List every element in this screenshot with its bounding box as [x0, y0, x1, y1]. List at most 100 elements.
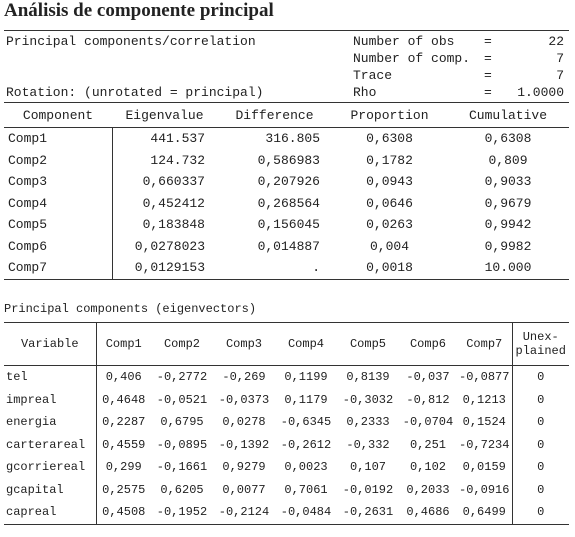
cell: 0,0263: [366, 217, 413, 233]
cell: 0,268564: [257, 195, 320, 211]
cell: -0,037: [406, 370, 450, 385]
header-line: plained: [515, 344, 566, 358]
stat-value: 1.0000: [517, 85, 564, 100]
row-label: Comp3: [4, 171, 113, 193]
cell: 0: [537, 505, 545, 520]
cell: 0: [537, 370, 545, 385]
cell: 0: [537, 482, 545, 497]
column-header: Comp4: [275, 322, 337, 366]
cell: -0,2631: [342, 505, 394, 520]
cell: 0,0943: [366, 174, 413, 190]
table-row: gcapital 0,2575 0,6205 0,0077 0,7061 -0,0192 0…: [4, 478, 569, 501]
cell: 316.805: [265, 131, 320, 147]
cell: 0,6499: [457, 501, 513, 524]
table-row: Comp5 0,183848 0,156045 0,0263 0,9942: [4, 214, 569, 236]
cell: 0: [537, 437, 545, 452]
cell: 0,102: [409, 460, 446, 475]
stat-eq: =: [484, 68, 492, 83]
cell: -0,2612: [280, 437, 332, 452]
row-label: Comp2: [4, 149, 113, 171]
cell: 0,4559: [102, 437, 146, 452]
stat-row: Number of comp. = 7: [353, 51, 564, 68]
column-header: Unex-plained: [512, 322, 569, 366]
cell: 0,4648: [102, 392, 146, 407]
table-row: capreal 0,4508 -0,1952 -0,2124 -0,0484 -0,263…: [4, 501, 569, 524]
cell: 0,6308: [366, 131, 413, 147]
stat-row: Number of obs = 22: [353, 34, 564, 51]
column-header: Component: [4, 102, 112, 128]
cell: 0,014887: [257, 238, 320, 254]
cell: -0,7234: [457, 433, 513, 456]
table-row: Comp7 0,0129153. 0,0018 10.000: [4, 257, 569, 279]
components-table: Component Eigenvalue Difference Proportion C…: [4, 102, 569, 280]
cell: -0,0916: [457, 478, 513, 501]
stat-eq: =: [484, 51, 492, 66]
header-line: Unex-: [522, 330, 559, 344]
row-label: Comp6: [4, 235, 113, 257]
cell: 0,7061: [284, 482, 328, 497]
cell: 0,809: [488, 152, 528, 168]
cell: 0,1524: [457, 411, 513, 434]
row-label: gcorriereal: [4, 456, 97, 479]
row-label: Comp1: [4, 127, 113, 150]
column-header: Eigenvalue: [112, 102, 217, 128]
row-label: gcapital: [4, 478, 97, 501]
cell: 0,4686: [406, 505, 450, 520]
stat-eq: =: [484, 34, 492, 49]
stat-value: 7: [556, 51, 564, 66]
cell: 0: [537, 460, 545, 475]
cell: 0,9033: [484, 174, 532, 190]
table-row: impreal 0,4648 -0,0521 -0,0373 0,1179 -0,3032…: [4, 388, 569, 411]
cell: 0,1213: [457, 388, 513, 411]
cell: 0,2033: [406, 482, 450, 497]
cell: -0,0192: [342, 482, 394, 497]
column-header: Comp3: [213, 322, 275, 366]
cell: -0,0484: [280, 505, 332, 520]
cell: -0,1392: [218, 437, 270, 452]
row-label: tel: [4, 365, 97, 389]
cell: 0,9942: [484, 217, 532, 233]
cell: -0,0521: [156, 392, 208, 407]
cell: 0,9982: [484, 238, 532, 254]
cell: 0,406: [105, 370, 142, 385]
title: Análisis de componente principal: [4, 0, 274, 21]
column-header: Comp6: [399, 322, 457, 366]
row-label: Comp7: [4, 257, 113, 279]
cell: 0,660337: [142, 174, 205, 190]
cell: 10.000: [484, 260, 532, 276]
column-header: Difference: [217, 102, 332, 128]
cell: 0,0278: [222, 415, 266, 430]
cell: 0,251: [409, 437, 446, 452]
table-row: Comp3 0,660337 0,207926 0,0943 0,9033: [4, 171, 569, 193]
cell: -0,332: [346, 437, 390, 452]
cell: -0,1952: [156, 505, 208, 520]
column-header: Comp7: [457, 322, 513, 366]
column-header: Comp5: [337, 322, 399, 366]
table-row: Comp1 441.537 316.805 0,6308 0,6308: [4, 127, 569, 150]
cell: 0,2575: [102, 482, 146, 497]
row-label: Comp5: [4, 214, 113, 236]
cell: 0,0023: [284, 460, 328, 475]
cell: 0,0129153: [134, 260, 205, 276]
cell: 0,004: [369, 238, 409, 254]
stat-value: 22: [548, 34, 564, 49]
summary-line: Principal components/correlation: [6, 34, 256, 49]
cell: 0,2287: [102, 415, 146, 430]
cell: 0,452412: [142, 195, 205, 211]
cell: -0,0895: [156, 437, 208, 452]
cell: .: [312, 260, 320, 276]
summary: Principal components/correlation Rotatio…: [4, 30, 569, 100]
column-header: Variable: [4, 322, 97, 366]
stat-label: Number of comp.: [353, 51, 471, 66]
cell: 0,586983: [257, 152, 320, 168]
cell: -0,6345: [280, 415, 332, 430]
row-label: energia: [4, 411, 97, 434]
cell: 0,1199: [284, 370, 328, 385]
cell: 0,1782: [366, 152, 413, 168]
cell: 0,9279: [222, 460, 266, 475]
table-row: Comp2 124.732 0,586983 0,1782 0,809: [4, 149, 569, 171]
cell: 0,9679: [484, 195, 532, 211]
cell: 0,107: [349, 460, 386, 475]
cell: 0,0278023: [134, 238, 205, 254]
cell: 124.732: [150, 152, 205, 168]
